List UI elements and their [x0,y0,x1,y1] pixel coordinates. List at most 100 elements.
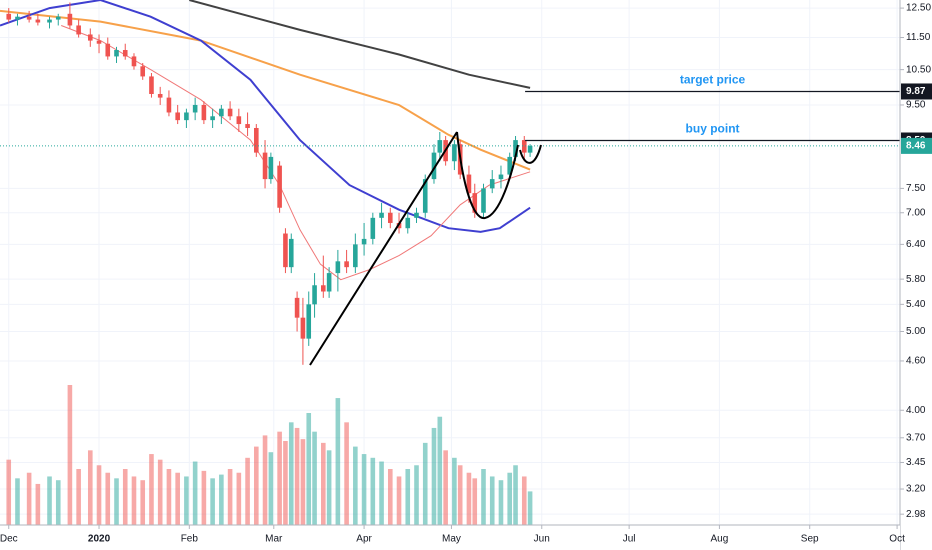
annotation-label: buy point [686,122,740,136]
volume-bar [26,472,32,525]
annotation-label: target price [680,73,746,87]
volume-bar [379,461,384,525]
candle-body [312,285,317,305]
y-tick-label: 5.00 [906,326,926,337]
candle-body [26,16,32,20]
volume-bar [431,427,437,525]
candle-body [481,188,486,213]
candle-body [67,13,73,26]
volume-bar [481,469,486,525]
candle-body [122,50,128,57]
volume-bar [192,461,198,525]
price-label-box [901,83,932,100]
candle-body [452,144,457,162]
candle-body [370,217,376,239]
candle-body [6,13,12,20]
y-tick-label: 10.50 [906,64,931,75]
x-tick-label: 2020 [88,534,111,545]
candle-body [262,152,268,180]
volume-bar [15,478,20,525]
volume-bar [387,469,393,525]
candle-body [422,179,428,213]
x-tick-label: Oct [889,534,905,545]
volume-bar [472,478,478,525]
volume-bar [262,435,268,525]
volume-bar [131,476,137,525]
candle-body [294,297,300,318]
volume-bar [527,491,533,525]
candle-body [47,19,52,23]
y-tick-label: 3.20 [906,484,926,495]
candle-body [379,212,384,218]
volume-bar [47,476,52,525]
candle-body [105,43,111,57]
candle-body [498,174,504,180]
candle-body [288,238,294,268]
candle-body [361,238,367,245]
plot: target price buy point [0,0,900,525]
candle-body [344,261,349,268]
volume-bar [105,472,111,525]
candle-body [76,25,81,35]
price-label-box [901,137,932,154]
candle-body [326,273,332,292]
candle-body [414,212,419,218]
candle-body [335,261,341,274]
candle-body [321,285,326,292]
volume-bar [312,431,317,525]
y-tick-label: 4.60 [906,356,926,367]
x-tick-label: Mar [265,534,283,545]
candle-body [157,93,163,98]
volume-bar [353,446,358,525]
candle-body [192,104,198,113]
moving-average [189,0,531,89]
volume-bar [452,457,457,525]
candle-body [268,156,274,180]
x-tick-label: Jun [534,534,550,545]
x-tick-label: Jul [623,534,636,545]
volume-bar [521,476,527,525]
candle-body [527,145,533,153]
y-tick-label: 9.50 [906,100,926,111]
candle-body [283,233,288,268]
x-tick-label: Aug [711,534,729,545]
volume-bar [175,472,180,525]
candle-body [15,16,20,20]
volume-bar [344,422,349,525]
volume-bar [489,476,495,525]
candle-body [353,244,358,268]
candle-body [114,50,119,57]
candle-body [277,165,282,208]
candle-body [96,40,102,44]
volume-bar [245,457,250,525]
price-label: 9.87 [906,86,926,97]
volume-bar [414,465,419,525]
volume-bar [227,469,233,525]
volume-bar [55,480,61,525]
volume-bar [361,454,367,525]
volume-bar [277,431,282,525]
candle-body [507,156,513,175]
y-tick-label: 7.00 [906,207,926,218]
volume-bar [443,450,448,525]
candle-body [236,116,242,125]
moving-average [0,0,531,233]
candle-body [431,152,437,180]
volume-bar [321,442,326,525]
time-axis-panel [0,525,900,550]
candle-body [245,124,250,128]
candle-body [149,76,154,94]
x-tick-label: May [442,534,461,545]
candle-body [513,140,518,157]
cup-handle-drawing [309,131,542,366]
candle-body [387,212,393,223]
volume-bar [236,472,242,525]
moving-average [0,9,531,171]
volume-bar [507,472,513,525]
volume-bar [268,452,274,525]
candle-body [175,112,180,121]
volume-bar [513,465,518,525]
y-tick-label: 5.80 [906,274,926,285]
